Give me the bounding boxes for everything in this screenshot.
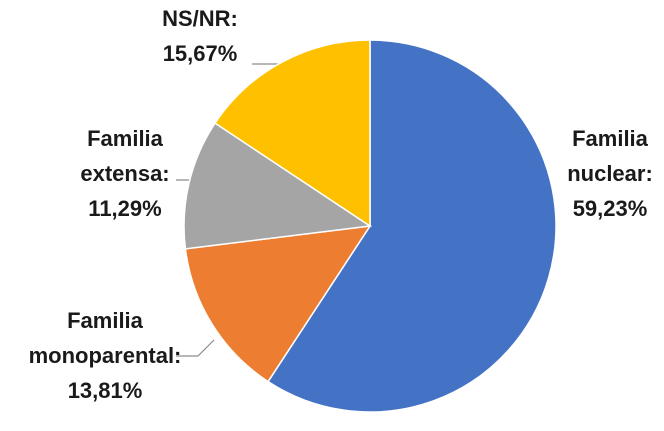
category-label: monoparental: bbox=[29, 343, 182, 368]
leader-line bbox=[176, 339, 215, 357]
data-label: Familia nuclear: 59,23% bbox=[567, 126, 653, 221]
pie-slice bbox=[184, 225, 372, 383]
category-label: Familia bbox=[572, 126, 649, 151]
data-label: Familia extensa: 11,29% bbox=[80, 126, 169, 221]
pie-slice bbox=[214, 39, 371, 228]
value-label: 13,81% bbox=[68, 378, 143, 403]
pie-slice bbox=[267, 39, 557, 413]
data-label: Familia monoparental: 13,81% bbox=[29, 308, 182, 403]
category-label: Familia bbox=[67, 308, 144, 333]
category-label: extensa: bbox=[80, 161, 169, 186]
category-label: nuclear: bbox=[567, 161, 653, 186]
category-label: NS/NR: bbox=[162, 6, 238, 31]
value-label: 59,23% bbox=[573, 196, 648, 221]
value-label: 11,29% bbox=[88, 196, 161, 221]
data-label: NS/NR: 15,67% bbox=[162, 6, 238, 66]
category-label: Familia bbox=[87, 126, 164, 151]
pie-slice bbox=[183, 122, 373, 250]
value-label: 15,67% bbox=[163, 41, 238, 66]
